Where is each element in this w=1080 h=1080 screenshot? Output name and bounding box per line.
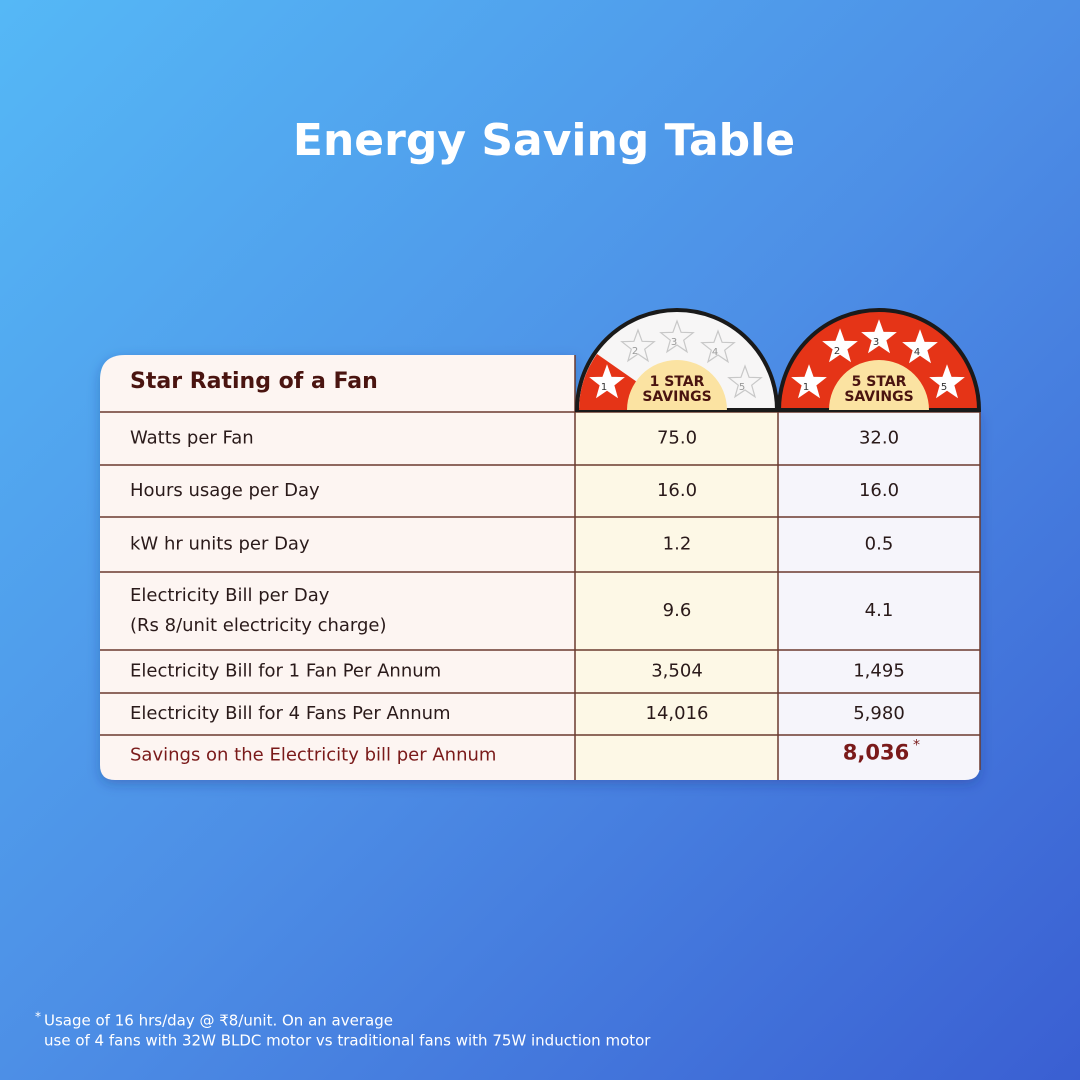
- row-label: Electricity Bill for 1 Fan Per Annum: [130, 661, 441, 682]
- cell: 16.0: [859, 480, 899, 501]
- savings-value: 8,036: [843, 741, 909, 765]
- cell: 3,504: [651, 661, 703, 682]
- star-number: 4: [914, 347, 920, 358]
- star: [589, 364, 625, 399]
- star-number: 5: [739, 382, 745, 393]
- cell: 16.0: [657, 480, 697, 501]
- star-number: 2: [632, 346, 638, 357]
- badge-inner: [829, 360, 929, 410]
- footnote-mark: *: [35, 1010, 41, 1024]
- cell: 1,495: [853, 661, 905, 682]
- row-label: Electricity Bill for 4 Fans Per Annum: [130, 703, 451, 724]
- cell: 75.0: [657, 428, 697, 449]
- star-number: 1: [601, 382, 607, 393]
- col-2-bg: [778, 412, 980, 780]
- cell: 1.2: [663, 534, 692, 555]
- row-label: Hours usage per Day: [130, 480, 320, 501]
- row-label: kW hr units per Day: [130, 534, 310, 555]
- badge-label: 5 STAR: [852, 374, 907, 390]
- cell: 5,980: [853, 703, 905, 724]
- star: [861, 319, 897, 354]
- row-label: Watts per Fan: [130, 428, 254, 449]
- table: [100, 355, 980, 780]
- star: [791, 364, 827, 399]
- star: [902, 329, 938, 364]
- badge-label: 1 STAR: [650, 374, 705, 390]
- star-number: 1: [803, 382, 809, 393]
- star-number: 3: [671, 337, 677, 348]
- badge-label: SAVINGS: [844, 389, 913, 405]
- star-number: 2: [834, 346, 840, 357]
- label-column: [100, 355, 575, 780]
- cell: 4.1: [865, 600, 894, 621]
- star-number: 4: [712, 347, 718, 358]
- row-label: Electricity Bill per Day: [130, 585, 330, 606]
- savings-mark: *: [913, 738, 920, 754]
- star: [620, 328, 656, 363]
- star: [727, 364, 763, 399]
- cell: 14,016: [646, 703, 709, 724]
- title: Energy Saving Table: [293, 115, 795, 166]
- footnote: use of 4 fans with 32W BLDC motor vs tra…: [44, 1032, 651, 1050]
- star: [700, 329, 736, 364]
- col-1-bg: [575, 412, 778, 780]
- grid: [574, 355, 981, 780]
- badge-inner: [627, 360, 727, 410]
- savings-label: Savings on the Electricity bill per Annu…: [130, 745, 496, 766]
- corner-label: Star Rating of a Fan: [130, 369, 378, 394]
- star: [659, 319, 695, 354]
- star: [822, 328, 858, 363]
- star: [929, 364, 965, 399]
- star-number: 5: [941, 382, 947, 393]
- cell: 9.6: [663, 600, 692, 621]
- cell: 32.0: [859, 428, 899, 449]
- cell: 0.5: [865, 534, 894, 555]
- row-label: (Rs 8/unit electricity charge): [130, 615, 387, 636]
- badge-label: SAVINGS: [642, 389, 711, 405]
- footnote: Usage of 16 hrs/day @ ₹8/unit. On an ave…: [44, 1012, 393, 1030]
- star-number: 3: [873, 337, 879, 348]
